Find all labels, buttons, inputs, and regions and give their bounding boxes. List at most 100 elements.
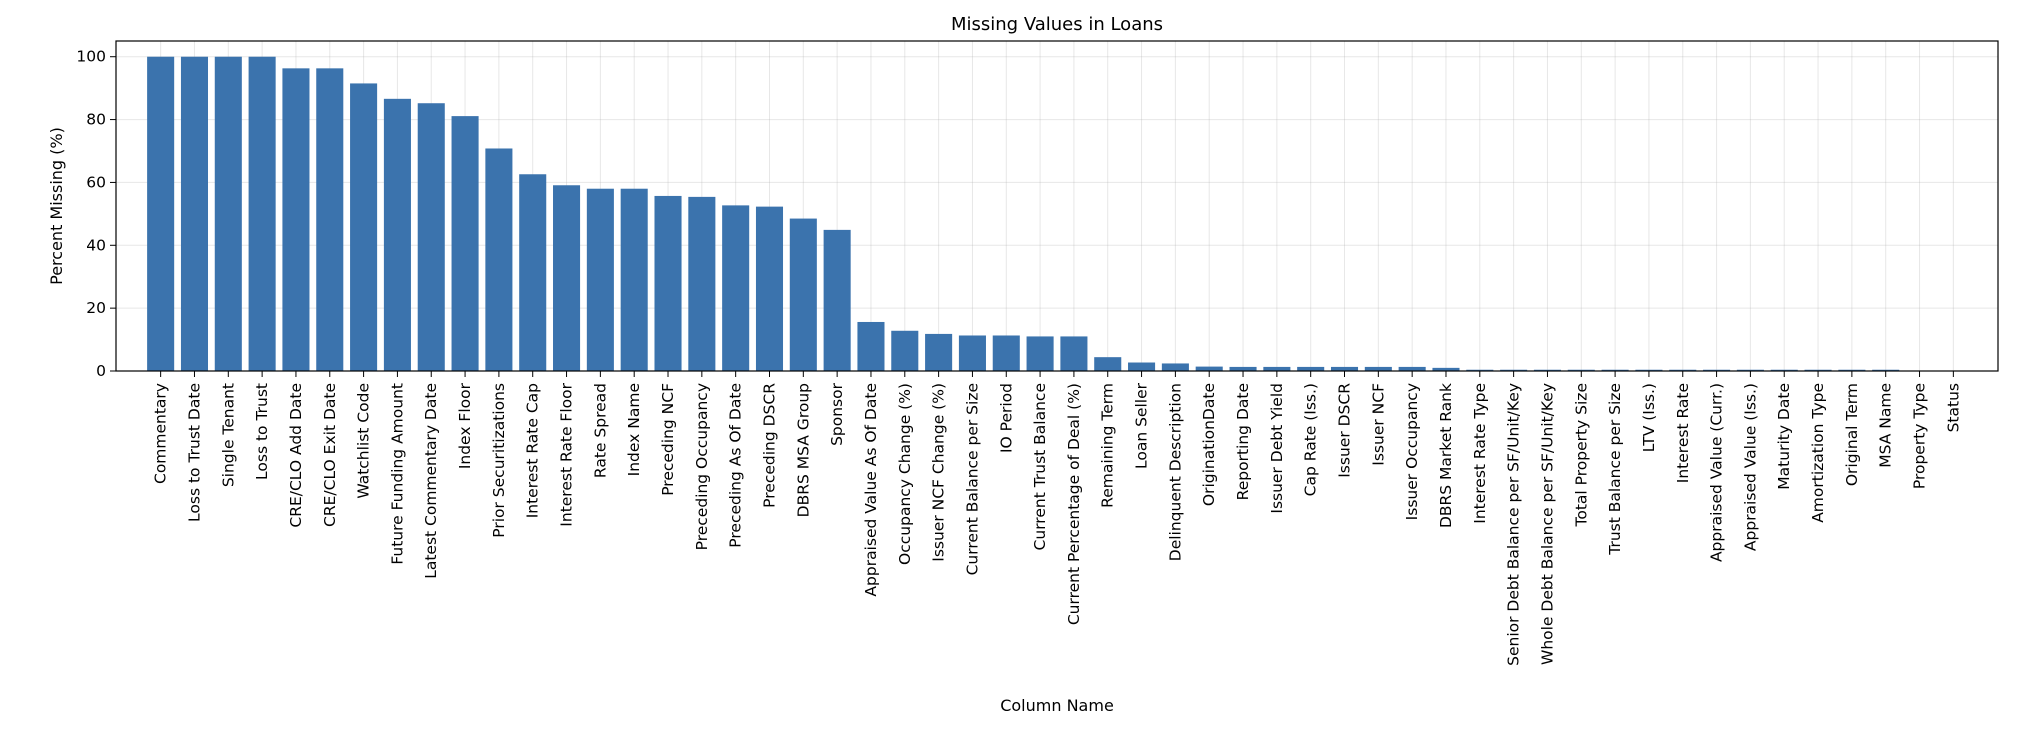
x-tick-label: Current Trust Balance — [1031, 383, 1049, 550]
x-tick-label: Cap Rate (Iss.) — [1302, 383, 1320, 496]
x-tick-label: Preceding DSCR — [760, 383, 778, 508]
y-axis-label: Percent Missing (%) — [47, 127, 66, 285]
bar — [722, 205, 750, 371]
x-tick-label: Future Funding Amount — [388, 383, 406, 565]
x-tick-label: CRE/CLO Add Date — [287, 383, 305, 528]
bar — [1500, 369, 1528, 371]
bar — [1703, 369, 1731, 371]
x-tick-label: MSA Name — [1877, 383, 1895, 468]
chart-title: Missing Values in Loans — [951, 14, 1163, 35]
x-tick-label: Index Floor — [456, 382, 474, 469]
bar — [857, 321, 885, 371]
bar — [755, 206, 784, 371]
bar — [1466, 369, 1494, 371]
x-tick-label: Latest Commentary Date — [422, 383, 440, 579]
x-tick-label: Watchlist Code — [355, 383, 373, 499]
x-tick-label: Status — [1944, 383, 1962, 432]
y-tick-label: 60 — [86, 173, 106, 191]
x-tick-label: Remaining Term — [1099, 383, 1117, 508]
x-tick-label: Property Type — [1911, 383, 1929, 489]
x-tick-label: Whole Debt Balance per SF/Unit/Key — [1538, 383, 1556, 665]
bar — [350, 83, 378, 371]
bar — [1635, 369, 1663, 371]
x-tick-label: Issuer Occupancy — [1403, 383, 1421, 520]
y-tick-label: 40 — [86, 236, 106, 254]
x-tick-label: Issuer NCF Change (%) — [930, 383, 948, 562]
x-tick-label: Amortization Type — [1809, 383, 1827, 523]
x-tick-label: Appraised Value (Iss.) — [1741, 383, 1759, 551]
x-tick-label: Occupancy Change (%) — [896, 383, 914, 565]
bar — [1804, 369, 1832, 371]
x-tick-label: OriginationDate — [1200, 383, 1218, 506]
x-axis: Commentary Loss to Trust Date Single Tenan… — [152, 371, 1962, 666]
x-tick-label: Senior Debt Balance per SF/Unit/Key — [1505, 383, 1523, 666]
bar — [485, 148, 513, 371]
bar — [789, 218, 817, 371]
bar — [823, 229, 851, 371]
bar — [1398, 366, 1426, 371]
bar — [1195, 366, 1223, 371]
bar — [1026, 336, 1054, 371]
x-tick-label: Original Term — [1843, 383, 1861, 486]
bar — [1669, 369, 1697, 371]
bar — [925, 333, 953, 371]
bar — [383, 98, 411, 371]
bar — [586, 188, 614, 371]
x-tick-label: Rate Spread — [591, 383, 609, 478]
x-tick-label: Appraised Value As Of Date — [862, 383, 880, 597]
bar — [1060, 336, 1088, 371]
x-tick-label: Sponsor — [828, 382, 846, 446]
bar — [891, 330, 919, 371]
bars — [147, 56, 1934, 371]
x-tick-label: Single Tenant — [219, 383, 237, 487]
x-tick-label: DBRS Market Rank — [1437, 383, 1455, 528]
bar — [1601, 369, 1629, 371]
x-tick-label: DBRS MSA Group — [794, 383, 812, 517]
bar — [519, 174, 547, 371]
bar — [180, 56, 209, 371]
x-tick-label: Interest Rate — [1674, 383, 1692, 483]
x-tick-label: Reporting Date — [1234, 383, 1252, 500]
x-tick-label: Loss to Trust Date — [185, 383, 203, 522]
bar — [553, 185, 581, 371]
bar — [958, 335, 986, 371]
bar — [1094, 357, 1122, 371]
bar — [654, 195, 682, 371]
bar — [1364, 366, 1392, 371]
x-tick-label: Preceding NCF — [659, 383, 677, 496]
x-tick-label: Interest Rate Floor — [558, 382, 576, 526]
bar — [147, 56, 175, 371]
x-tick-label: Index Name — [625, 383, 643, 476]
bar — [282, 68, 310, 371]
x-tick-label: Maturity Date — [1775, 383, 1793, 490]
x-tick-label: Total Property Size — [1572, 383, 1590, 527]
bar — [417, 103, 445, 371]
bar — [1770, 369, 1798, 371]
x-tick-label: CRE/CLO Exit Date — [321, 383, 339, 527]
bar — [1533, 369, 1561, 371]
bar — [1872, 369, 1900, 371]
bar — [620, 188, 648, 371]
y-tick-label: 20 — [86, 299, 106, 317]
x-tick-label: Trust Balance per Size — [1606, 383, 1624, 556]
x-tick-label: Commentary — [152, 383, 170, 484]
x-tick-label: Preceding Occupancy — [693, 383, 711, 550]
x-tick-label: Current Percentage of Deal (%) — [1065, 383, 1083, 625]
bar — [1567, 369, 1595, 371]
x-tick-label: IO Period — [997, 383, 1015, 453]
y-axis: 0 20 40 60 80 100 — [76, 48, 116, 380]
y-tick-label: 80 — [86, 111, 106, 129]
bar — [688, 196, 716, 371]
bar — [1263, 366, 1291, 371]
y-tick-label: 100 — [76, 48, 106, 66]
bar — [1128, 362, 1156, 371]
bar — [1432, 367, 1460, 371]
x-tick-label: Current Balance per Size — [963, 383, 981, 575]
x-axis-label: Column Name — [1000, 696, 1114, 715]
x-tick-label: Appraised Value (Curr.) — [1708, 383, 1726, 562]
bar — [1330, 366, 1359, 371]
x-tick-label: Preceding As Of Date — [727, 383, 745, 548]
x-tick-label: Loan Seller — [1133, 382, 1151, 469]
bar — [451, 116, 479, 371]
